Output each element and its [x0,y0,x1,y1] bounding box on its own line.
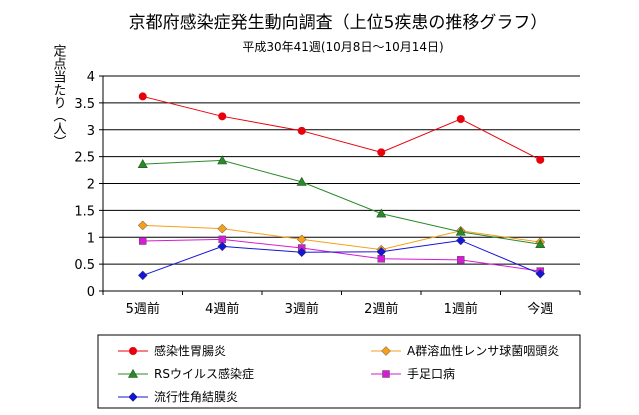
data-point [217,223,228,234]
chart-subtitle: 平成30年41週(10月8日～10月14日) [242,40,443,54]
y-tick-label: 3 [87,124,95,139]
legend-item: 手足口病 [371,366,455,381]
legend-item: RSウイルス感染症 [118,366,254,381]
legend-marker [381,346,391,356]
y-tick-label: 4 [87,70,95,85]
data-point [217,155,228,165]
data-point [376,246,387,257]
data-point [455,235,466,246]
data-point [296,176,307,186]
legend-item: 感染性胃腸炎 [118,343,226,358]
legend-marker [128,392,138,402]
data-point [137,220,148,231]
data-point [457,256,465,264]
y-tick-label: 1 [87,231,95,246]
data-point [456,115,465,123]
legend-label: 感染性胃腸炎 [154,343,226,358]
y-tick-label: 2.5 [74,151,95,166]
x-tick-label: 2週前 [364,301,398,317]
legend-box [97,334,581,409]
y-axis-ticks: 0 0.5 1 1.5 2 2.5 3 3.5 4 [74,70,103,300]
y-tick-label: 0.5 [74,258,95,273]
legend-marker [382,370,390,378]
data-point [217,241,228,252]
y-tick-label: 3.5 [74,97,95,112]
series-4 [139,235,544,275]
series-1 [138,92,545,164]
series-line [142,239,541,276]
x-axis-ticks: 5週前 4週前 3週前 2週前 1週前 今週 [102,291,581,317]
series-5 [137,235,546,281]
x-tick-label: 3週前 [285,301,319,317]
x-tick-label: 今週 [527,301,553,317]
legend-label: 流行性角結膜炎 [154,390,238,404]
data-point [296,247,307,258]
series-group [137,92,546,281]
data-point [296,234,307,245]
data-point [139,237,147,245]
legend-marker [129,347,137,355]
data-point [376,208,387,218]
data-point [455,226,466,236]
data-point [138,92,147,101]
data-point [218,112,227,121]
series-line [142,224,541,251]
legend-marker [127,368,139,378]
series-line [142,159,541,245]
data-point [536,155,545,164]
data-point [377,148,386,157]
chart-title: 京都府感染症発生動向調査（上位5疾患の推移グラフ） [129,13,548,33]
x-tick-label: 4週前 [205,301,239,317]
x-tick-label: 5週前 [126,301,160,317]
gridlines [103,75,580,265]
data-point [297,126,306,135]
y-tick-label: 1.5 [74,204,95,219]
data-point [535,239,546,249]
legend-item: 流行性角結膜炎 [118,390,238,404]
data-point [535,268,546,279]
legend-label: RSウイルス感染症 [154,366,254,381]
data-point [137,270,148,281]
legend-item: A群溶血性レンサ球菌咽頭炎 [371,343,559,358]
x-tick-label: 1週前 [444,301,478,317]
series-3 [137,155,546,249]
data-point [137,159,148,168]
y-tick-label: 2 [87,178,95,193]
series-line [142,95,541,161]
legend-label: 手足口病 [407,366,455,381]
y-axis-label: 定点当たり（人） [51,44,67,148]
legend-label: A群溶血性レンサ球菌咽頭炎 [407,343,559,358]
series-line [142,238,541,272]
y-tick-label: 0 [87,285,95,300]
